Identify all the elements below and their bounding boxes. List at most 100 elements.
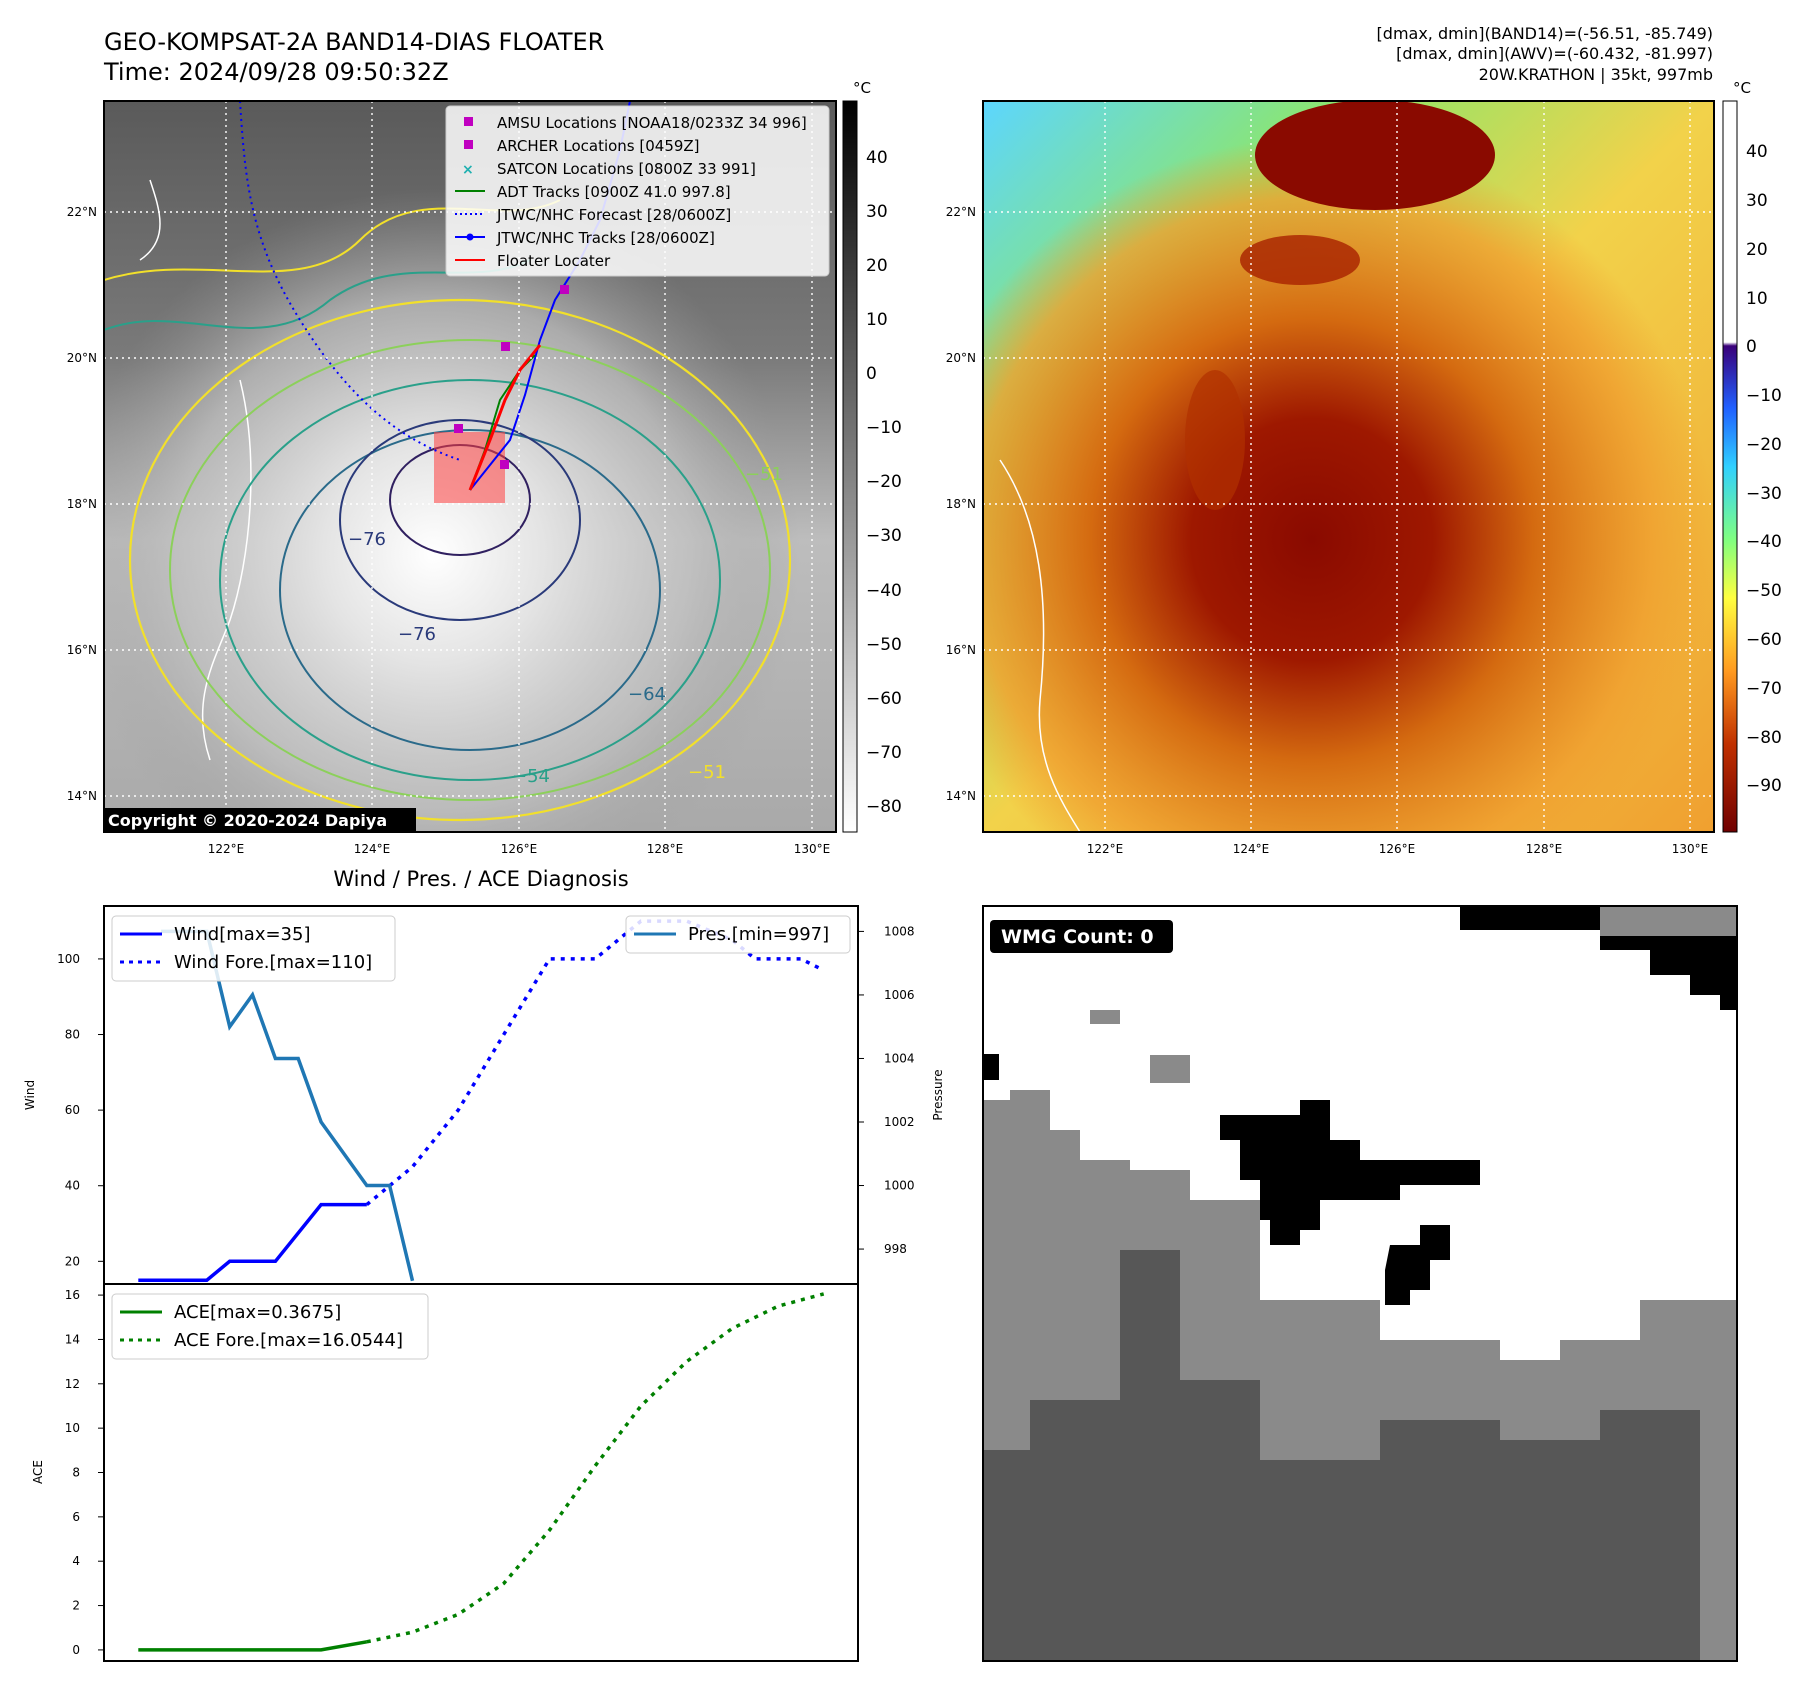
wind-y-tick-label: 100	[57, 952, 80, 966]
ir-map-panel: −76 −76 −64 −54 −51 −51 AMSU Locations […	[67, 79, 902, 856]
cbar-tick: −60	[1746, 630, 1782, 650]
ace-y-tick-label: 0	[72, 1643, 80, 1657]
lon-tick: 128°E	[1526, 842, 1563, 856]
lat-tick: 22°N	[67, 205, 97, 219]
wmg-dark-region	[983, 1250, 1700, 1661]
lat-tick: 14°N	[67, 789, 97, 803]
lon-tick: 124°E	[1233, 842, 1270, 856]
wind-pressure-panel: 20 40 60 80 100 998 1000 1002 1004 1006 1008 Wind…	[23, 905, 945, 1285]
legend-ace-forecast: ACE Fore.[max=16.0544]	[174, 1330, 403, 1351]
lat-tick: 16°N	[67, 643, 97, 657]
wv-colorbar-ticks: 40 30 20 10 0 −10 −20 −30 −40 −50 −60 −7…	[1746, 142, 1782, 796]
cbar-tick: −70	[1746, 679, 1782, 699]
cbar-tick: 10	[1746, 289, 1768, 309]
legend-amsu: AMSU Locations [NOAA18/0233Z 34 996]	[497, 114, 807, 132]
cbar-tick: 10	[866, 310, 888, 330]
pressure-axis-label: Pressure	[931, 1069, 945, 1120]
ir-colorbar	[842, 100, 858, 833]
amsu-marker	[560, 285, 569, 294]
legend-tracks: JTWC/NHC Tracks [28/0600Z]	[496, 229, 715, 247]
contour-label: −51	[688, 762, 726, 783]
ir-colorbar-ticks: 40 30 20 10 0 −10 −20 −30 −40 −50 −60 −7…	[866, 148, 902, 817]
lon-tick: 126°E	[1379, 842, 1416, 856]
wind-axis-label: Wind	[23, 1080, 37, 1110]
ace-forecast-line	[366, 1292, 825, 1644]
floater-track	[468, 344, 542, 491]
wind-legend: Wind[max=35] Wind Fore.[max=110]	[111, 915, 396, 982]
ir-legend: AMSU Locations [NOAA18/0233Z 34 996] ARC…	[445, 105, 830, 277]
legend-satcon: SATCON Locations [0800Z 33 991]	[497, 160, 756, 178]
ace-y-tick-label: 16	[65, 1288, 80, 1302]
lat-tick: 20°N	[67, 351, 97, 365]
pressure-y-tick-label: 1000	[884, 1179, 915, 1193]
wv-colorbar-unit: °C	[1733, 79, 1751, 97]
pressure-y-tick-label: 1008	[884, 924, 915, 938]
amsu-marker	[500, 460, 509, 469]
cbar-tick: −30	[866, 526, 902, 546]
floater-locater-box	[434, 432, 505, 503]
amsu-legend-icon	[464, 117, 473, 126]
cbar-tick: 40	[1746, 142, 1768, 162]
wind-line	[138, 1202, 367, 1282]
ace-y-tick-label: 14	[65, 1332, 80, 1346]
cbar-tick: −10	[1746, 386, 1782, 406]
pressure-y-tick-label: 1002	[884, 1115, 915, 1129]
lon-tick: 128°E	[647, 842, 684, 856]
archer-legend-icon	[464, 140, 473, 149]
cbar-tick: 40	[866, 148, 888, 168]
cbar-tick: −40	[1746, 532, 1782, 552]
ace-y-tick-label: 6	[72, 1510, 80, 1524]
ace-panel: 0 2 4 6 8 10 12 14 16 ACE ACE[max=0.3675] ACE Fo…	[31, 1283, 859, 1662]
ir-lat-ticks: 22°N 20°N 18°N 16°N 14°N	[67, 205, 97, 803]
cbar-tick: 30	[866, 202, 888, 222]
ace-y-tick-label: 8	[72, 1466, 80, 1480]
wmg-black-region	[1220, 1100, 1480, 1245]
legend-adt: ADT Tracks [0900Z 41.0 997.8]	[497, 183, 731, 201]
cbar-tick: 20	[1746, 240, 1768, 260]
cbar-tick: 20	[866, 256, 888, 276]
lon-tick: 126°E	[501, 842, 538, 856]
figure-title-line2: Time: 2024/09/28 09:50:32Z	[103, 58, 449, 86]
lon-tick: 122°E	[208, 842, 245, 856]
legend-wind: Wind[max=35]	[174, 924, 311, 945]
wv-lat-ticks: 22°N 20°N 18°N 16°N 14°N	[946, 205, 976, 803]
contour-label: −64	[628, 684, 666, 705]
pressure-y-tick-label: 998	[884, 1242, 907, 1256]
ace-y-tick-label: 12	[65, 1377, 80, 1391]
stats-line1: [dmax, dmin](BAND14)=(-56.51, -85.749)	[1377, 24, 1713, 43]
cbar-tick: 0	[866, 364, 877, 384]
ace-line	[138, 1640, 368, 1652]
cbar-tick: 0	[1746, 337, 1757, 357]
legend-pressure: Pres.[min=997]	[688, 924, 829, 945]
cbar-tick: 30	[1746, 191, 1768, 211]
satcon-legend-icon: ×	[462, 162, 474, 178]
wmg-black-region	[1385, 1225, 1450, 1305]
lat-tick: 18°N	[67, 497, 97, 511]
figure-title-line1: GEO-KOMPSAT-2A BAND14-DIAS FLOATER	[104, 28, 604, 56]
cbar-tick: −50	[866, 635, 902, 655]
legend-floater: Floater Locater	[497, 252, 611, 270]
lat-tick: 14°N	[946, 789, 976, 803]
wind-y-tick-label: 20	[65, 1254, 80, 1268]
cbar-tick: −60	[866, 689, 902, 709]
stats-line2: [dmax, dmin](AWV)=(-60.432, -81.997)	[1396, 44, 1713, 63]
wind-y-tick-label: 40	[65, 1179, 80, 1193]
lon-tick: 130°E	[1672, 842, 1709, 856]
amsu-marker	[501, 342, 510, 351]
cbar-tick: −10	[866, 418, 902, 438]
contour-label: −76	[348, 529, 386, 550]
ace-y-tick-label: 2	[72, 1599, 80, 1613]
cbar-tick: −30	[1746, 484, 1782, 504]
legend-forecast: JTWC/NHC Forecast [28/0600Z]	[496, 206, 731, 224]
lat-tick: 18°N	[946, 497, 976, 511]
cbar-tick: −20	[866, 472, 902, 492]
pressure-legend: Pres.[min=997]	[625, 915, 851, 954]
lat-tick: 16°N	[946, 643, 976, 657]
ace-y-ticks: 0 2 4 6 8 10 12 14 16	[65, 1288, 104, 1657]
wv-lon-ticks: 122°E 124°E 126°E 128°E 130°E	[1087, 842, 1709, 856]
legend-wind-forecast: Wind Fore.[max=110]	[174, 952, 372, 973]
cbar-tick: −80	[1746, 728, 1782, 748]
jtwc-forecast-track	[239, 101, 461, 461]
copyright-text: Copyright © 2020-2024 Dapiya	[108, 811, 387, 830]
lat-tick: 22°N	[946, 205, 976, 219]
